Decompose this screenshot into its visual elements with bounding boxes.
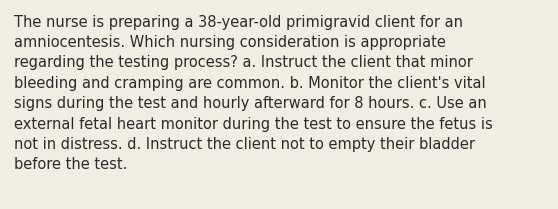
Text: The nurse is preparing a 38-year-old primigravid client for an
amniocentesis. Wh: The nurse is preparing a 38-year-old pri…	[14, 15, 493, 172]
